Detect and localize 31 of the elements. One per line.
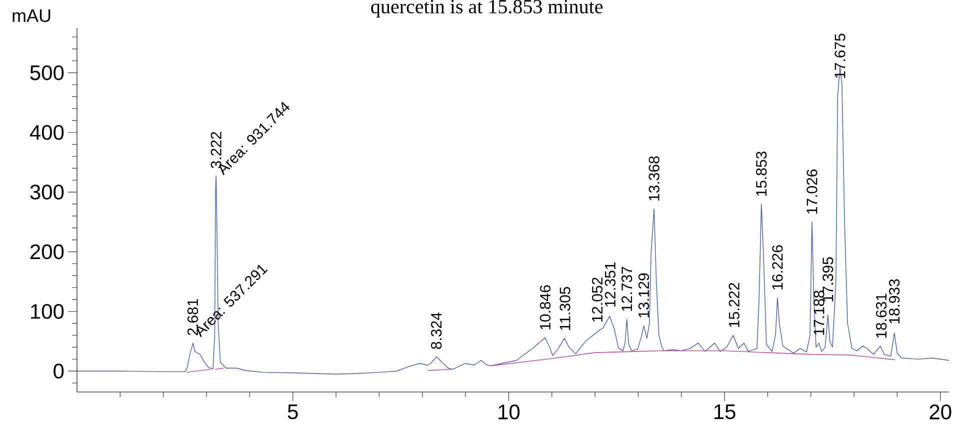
annotation: 8.324 [431,312,442,349]
y-tick-label: 100 [31,304,64,319]
x-tick-label: 5 [288,404,298,420]
annotation: 15.853 [756,152,767,196]
annotation: 11.305 [560,286,570,330]
chart-title: quercetin is at 15.853 minute [371,0,603,18]
x-tick-label: 10 [498,404,520,420]
y-tick-label: 0 [54,364,64,379]
y-axis-title: mAU [12,10,50,22]
annotation: 15.222 [728,282,740,327]
y-tick-label: 500 [30,65,64,80]
annotation: 17.188 [814,290,824,335]
annotation: 17.395 [822,257,834,302]
annotation: 18.631 [876,294,887,338]
annotation: 16.226 [772,245,783,290]
annotation: 18.933 [889,279,900,324]
annotation: 2.681 [187,299,198,336]
annotation: 12.737 [622,266,632,311]
annotation: 13.129 [638,273,650,318]
y-tick-label: 300 [30,184,64,200]
y-tick-label: 400 [30,124,64,140]
annotation: 12.052 [592,278,603,322]
x-tick-label: 15 [714,404,736,420]
annotation: 12.351 [604,262,616,307]
annotation: 17.675 [834,34,846,78]
annotation: 17.026 [806,170,818,214]
annotation: 10.846 [540,285,551,330]
annotation: 13.368 [648,156,660,200]
y-tick-label: 200 [30,244,64,260]
annotation: 3.222 [210,132,222,168]
x-tick-label: 20 [930,404,952,420]
